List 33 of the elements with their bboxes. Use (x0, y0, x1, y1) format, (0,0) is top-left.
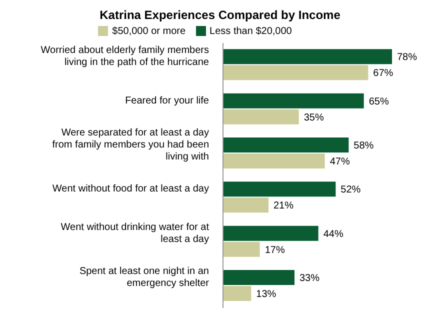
bar (223, 109, 299, 124)
y-tick-label: Feared for your life (125, 95, 210, 106)
bar (223, 242, 260, 257)
data-label: 52% (340, 184, 361, 196)
data-label: 67% (373, 68, 394, 80)
bar (223, 198, 268, 213)
bar (223, 270, 294, 286)
data-label: 13% (256, 289, 276, 300)
bar (223, 93, 364, 108)
data-label: 35% (304, 112, 324, 124)
y-tick-label: Were separated for at least a day from family members you had been living with (52, 127, 209, 162)
bar (223, 49, 392, 64)
legend-label: Less than $20,000 (210, 26, 292, 37)
data-label: 44% (323, 228, 344, 240)
y-tick-label: Spent at least one night in an emergency shelter (79, 266, 210, 289)
bar (223, 182, 336, 197)
bar (223, 154, 325, 169)
data-label: 65% (368, 96, 389, 108)
data-label: 78% (397, 52, 418, 64)
data-label: 17% (264, 244, 285, 256)
bar (223, 65, 368, 80)
bar (223, 138, 349, 153)
y-tick-label: Worried about elderly family members living in the path of the hurricane (40, 45, 210, 68)
legend-label: $50,000 or more (112, 26, 186, 37)
y-tick-label: Went without food for at least a day (52, 184, 209, 195)
data-label: 33% (300, 273, 320, 284)
y-tick-label: Went without drinking water for at least a day (60, 222, 210, 245)
data-label: 47% (330, 156, 350, 168)
bar (223, 286, 252, 302)
chart-title: Katrina Experiences Compared by Income (98, 8, 342, 22)
data-label: 58% (354, 140, 374, 152)
data-label: 21% (274, 200, 294, 212)
bar (223, 226, 318, 241)
